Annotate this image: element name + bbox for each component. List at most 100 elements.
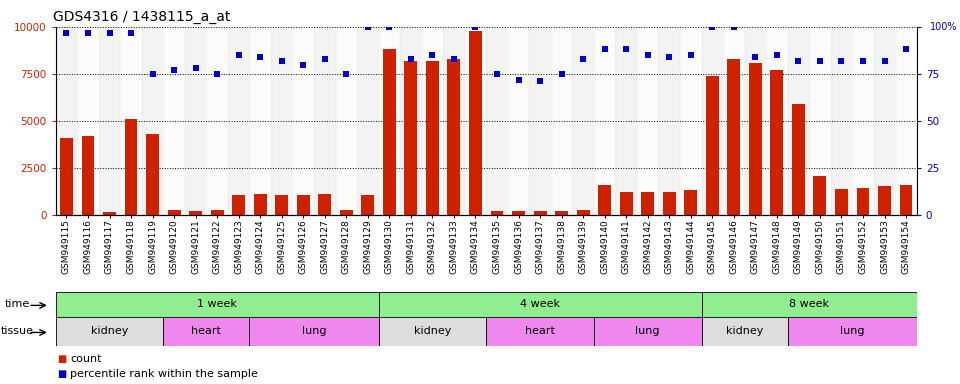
Point xyxy=(252,54,268,60)
Point xyxy=(490,71,505,77)
Point xyxy=(209,71,225,77)
Bar xyxy=(487,27,508,215)
Point xyxy=(81,30,96,36)
Bar xyxy=(146,134,159,215)
Bar xyxy=(276,195,288,215)
Bar xyxy=(253,194,267,215)
Point xyxy=(769,52,784,58)
Point xyxy=(231,52,247,58)
Bar xyxy=(900,185,913,215)
Point xyxy=(618,46,634,53)
Bar xyxy=(293,27,314,215)
Bar xyxy=(314,27,336,215)
Bar xyxy=(447,59,461,215)
Text: tissue: tissue xyxy=(1,326,34,336)
Point xyxy=(166,67,181,73)
Bar xyxy=(702,317,787,346)
Text: 1 week: 1 week xyxy=(197,299,237,310)
Bar xyxy=(206,27,228,215)
Bar xyxy=(465,27,487,215)
Bar xyxy=(787,27,809,215)
Text: 4 week: 4 week xyxy=(520,299,560,310)
Text: lung: lung xyxy=(840,326,864,336)
Bar xyxy=(336,27,357,215)
Text: ■: ■ xyxy=(58,354,67,364)
Bar xyxy=(163,317,250,346)
Point xyxy=(188,65,204,71)
Bar xyxy=(835,189,848,215)
Point xyxy=(360,24,375,30)
Text: kidney: kidney xyxy=(726,326,763,336)
Bar xyxy=(659,27,680,215)
Point xyxy=(705,24,720,30)
Bar xyxy=(594,317,702,346)
Point xyxy=(554,71,569,77)
Point xyxy=(533,78,548,84)
Point xyxy=(274,58,289,64)
Point xyxy=(684,52,699,58)
Bar xyxy=(706,76,719,215)
Bar xyxy=(82,136,94,215)
Bar xyxy=(271,27,293,215)
Text: GDS4316 / 1438115_a_at: GDS4316 / 1438115_a_at xyxy=(53,10,230,25)
Text: kidney: kidney xyxy=(91,326,129,336)
Bar xyxy=(99,27,120,215)
Bar xyxy=(404,61,418,215)
Text: heart: heart xyxy=(191,326,222,336)
Bar xyxy=(620,192,633,215)
Text: lung: lung xyxy=(301,326,326,336)
Point xyxy=(59,30,74,36)
Bar xyxy=(210,210,224,215)
Point xyxy=(640,52,656,58)
Bar xyxy=(680,27,702,215)
Bar xyxy=(787,317,917,346)
Point xyxy=(511,76,526,83)
Bar xyxy=(378,317,486,346)
Bar xyxy=(598,185,612,215)
Point xyxy=(855,58,871,64)
Point xyxy=(661,54,677,60)
Bar xyxy=(421,27,444,215)
Text: heart: heart xyxy=(525,326,555,336)
Bar xyxy=(120,27,142,215)
Bar xyxy=(749,63,762,215)
Bar xyxy=(813,175,827,215)
Point xyxy=(339,71,354,77)
Bar xyxy=(728,59,740,215)
Bar xyxy=(766,27,787,215)
Bar xyxy=(830,27,852,215)
Bar xyxy=(340,210,352,215)
Bar xyxy=(534,211,546,215)
Bar xyxy=(702,292,917,317)
Bar xyxy=(297,195,310,215)
Text: lung: lung xyxy=(636,326,660,336)
Point xyxy=(597,46,612,53)
Bar xyxy=(771,70,783,215)
Bar xyxy=(185,27,206,215)
Bar xyxy=(189,211,202,215)
Bar xyxy=(400,27,421,215)
Bar xyxy=(487,317,594,346)
Point xyxy=(834,58,850,64)
Bar xyxy=(426,61,439,215)
Text: 8 week: 8 week xyxy=(789,299,829,310)
Bar xyxy=(615,27,636,215)
Bar xyxy=(56,27,77,215)
Bar xyxy=(529,27,551,215)
Bar xyxy=(357,27,378,215)
Point xyxy=(123,30,138,36)
Bar xyxy=(792,104,804,215)
Bar xyxy=(723,27,745,215)
Text: ■: ■ xyxy=(58,369,67,379)
Bar xyxy=(168,210,180,215)
Point xyxy=(424,52,440,58)
Bar xyxy=(250,27,271,215)
Point xyxy=(748,54,763,60)
Bar xyxy=(383,50,396,215)
Text: percentile rank within the sample: percentile rank within the sample xyxy=(70,369,258,379)
Point xyxy=(575,56,590,62)
Point xyxy=(791,58,806,64)
Bar xyxy=(641,192,654,215)
Bar xyxy=(662,192,676,215)
Bar xyxy=(228,27,250,215)
